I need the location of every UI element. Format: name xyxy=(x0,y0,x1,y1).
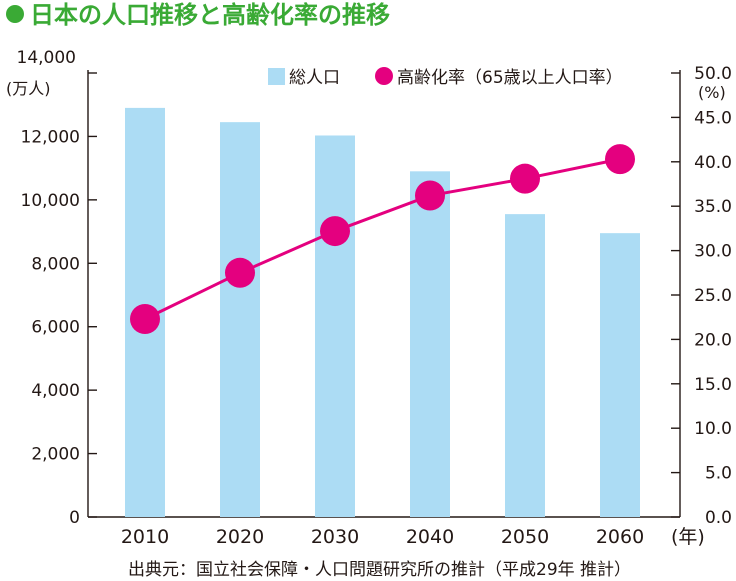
left-axis: (万人) 0 2,000 4,000 6,000 8,000 10,000 12,000 14… xyxy=(6,48,680,528)
bar-2030 xyxy=(315,135,355,517)
left-axis-tick-label: 0 xyxy=(69,508,80,528)
legend-bar-label: 総人口 xyxy=(289,68,340,88)
right-axis-tick-label: 50.0 xyxy=(694,64,732,84)
legend-bar-swatch xyxy=(268,68,285,85)
x-axis-tick-label: 2040 xyxy=(406,526,454,548)
x-axis: (年) 2010 2020 2030 2040 2050 2060 xyxy=(121,526,705,548)
aging-rate-line xyxy=(144,157,621,321)
source-note: 出典元：国立社会保障・人口問題研究所の推計（平成29年 推計） xyxy=(128,560,631,580)
right-axis-tick-label: 25.0 xyxy=(694,286,732,306)
legend-line-label: 高齢化率（65歳以上人口率） xyxy=(397,68,623,88)
x-axis-tick-label: 2010 xyxy=(121,526,169,548)
aging-rate-point-2030 xyxy=(320,216,350,247)
bar-2040 xyxy=(410,171,450,518)
right-axis: (%) 0.0 5.0 10.0 15.0 20.0 25.0 30.0 35.0 40.0 45… xyxy=(671,64,732,528)
aging-rate-point-2050 xyxy=(510,163,540,194)
left-axis-tick-label: 8,000 xyxy=(31,254,80,274)
right-axis-tick-label: 10.0 xyxy=(694,419,732,439)
right-axis-tick-label: 0.0 xyxy=(705,508,732,528)
left-axis-tick-label: 12,000 xyxy=(21,127,80,147)
aging-rate-point-2020 xyxy=(225,257,255,288)
left-axis-tick-label: 2,000 xyxy=(31,445,80,465)
right-axis-tick-label: 5.0 xyxy=(705,464,732,484)
x-axis-tick-label: 2020 xyxy=(216,526,264,548)
bar-2050 xyxy=(505,214,545,517)
bar-2060 xyxy=(600,233,640,517)
aging-rate-point-2010 xyxy=(130,303,160,334)
right-axis-tick-label: 30.0 xyxy=(694,242,732,262)
legend-line-marker xyxy=(375,67,393,85)
line-series xyxy=(130,144,635,334)
title-bullet-icon xyxy=(6,5,24,23)
x-axis-tick-label: 2060 xyxy=(596,526,644,548)
x-axis-tick-label: 2030 xyxy=(311,526,359,548)
left-axis-tick-label: 14,000 xyxy=(17,48,76,68)
chart-title-text: 日本の人口推移と高齢化率の推移 xyxy=(30,1,390,29)
bar-series xyxy=(125,107,640,518)
right-axis-tick-label: 20.0 xyxy=(694,330,732,350)
right-axis-tick-label: 35.0 xyxy=(694,197,732,217)
left-axis-tick-label: 10,000 xyxy=(21,191,80,211)
left-axis-tick-label: 6,000 xyxy=(31,318,80,338)
chart-title: 日本の人口推移と高齢化率の推移 xyxy=(6,1,390,29)
left-axis-unit: (万人) xyxy=(6,79,51,98)
x-axis-unit: (年) xyxy=(671,526,705,548)
right-axis-tick-label: 40.0 xyxy=(694,153,732,173)
bar-2020 xyxy=(220,122,260,518)
aging-rate-point-2040 xyxy=(415,180,445,211)
right-axis-unit: (%) xyxy=(698,83,726,102)
legend: 総人口 高齢化率（65歳以上人口率） xyxy=(268,67,623,88)
x-axis-tick-label: 2050 xyxy=(501,526,549,548)
right-axis-tick-label: 15.0 xyxy=(694,375,732,395)
left-axis-tick-label: 4,000 xyxy=(31,381,80,401)
aging-rate-point-2060 xyxy=(605,144,635,175)
right-axis-tick-label: 45.0 xyxy=(694,108,732,128)
